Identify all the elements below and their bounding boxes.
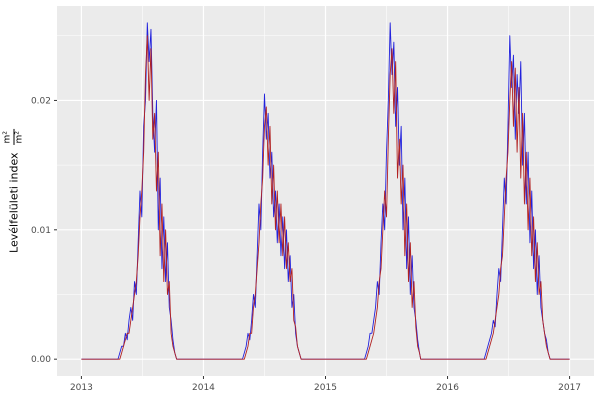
series-line-red [81,35,570,360]
x-tick-label: 2016 [436,383,459,393]
x-tick-label: 2013 [70,383,93,393]
x-tick-label: 2017 [558,383,581,393]
series-line-blue [81,22,570,360]
x-tick-label: 2014 [192,383,215,393]
fraction-denominator: m² [14,131,25,144]
y-axis-title-fraction: m² m² [2,129,25,146]
y-axis-title: Levélfelületi index m² m² [2,129,25,253]
y-tick-label: 0.00 [31,355,51,365]
y-tick-label: 0.02 [31,96,51,106]
y-tick-label: 0.01 [31,226,51,236]
y-axis-title-text: Levélfelületi index [7,152,21,253]
fraction-numerator: m² [2,129,15,146]
x-tick-label: 2015 [314,383,337,393]
